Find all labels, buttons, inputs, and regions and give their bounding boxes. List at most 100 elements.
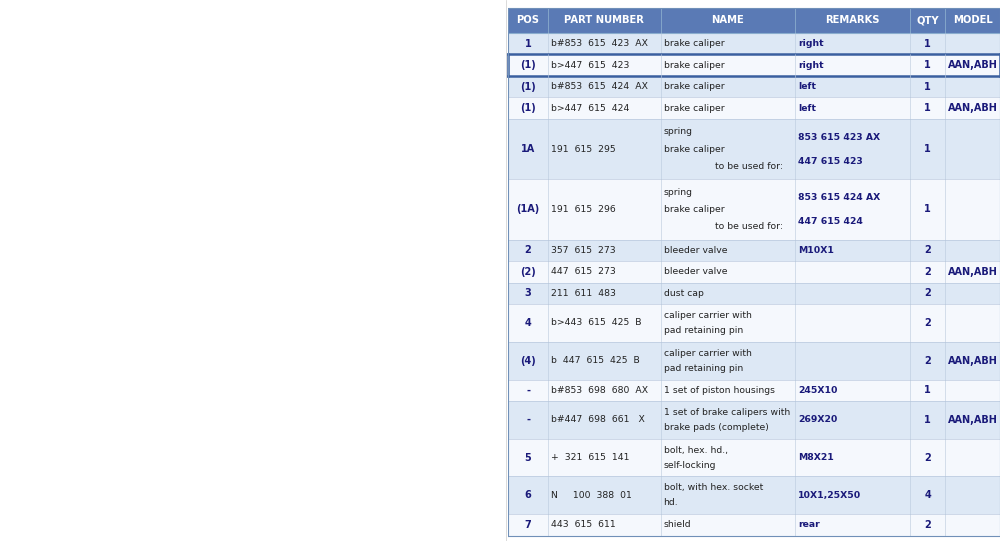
Text: to be used for:: to be used for: — [664, 162, 783, 171]
Bar — [508, 240, 1000, 261]
Text: bleeder valve: bleeder valve — [664, 246, 727, 255]
Text: (2): (2) — [520, 267, 536, 277]
Text: 191  615  296: 191 615 296 — [551, 205, 616, 214]
Text: 10X1,25X50: 10X1,25X50 — [798, 491, 861, 500]
Text: M10X1: M10X1 — [798, 246, 834, 255]
Text: 1A: 1A — [521, 144, 535, 154]
Bar — [508, 477, 1000, 514]
Text: pad retaining pin: pad retaining pin — [664, 326, 743, 335]
Text: b#447  698  661   X: b#447 698 661 X — [551, 415, 645, 424]
Text: 211  611  483: 211 611 483 — [551, 289, 616, 298]
Text: AAN,ABH: AAN,ABH — [948, 415, 997, 425]
Text: -: - — [526, 415, 530, 425]
Bar — [508, 8, 1000, 33]
Text: 443  615  611: 443 615 611 — [551, 520, 616, 529]
Text: 4: 4 — [924, 490, 931, 500]
Text: (1): (1) — [520, 82, 536, 91]
Text: 6: 6 — [525, 490, 531, 500]
Text: bolt, with hex. socket: bolt, with hex. socket — [664, 483, 763, 492]
Text: spring: spring — [664, 128, 693, 136]
Text: 2: 2 — [924, 267, 931, 277]
Text: N     100  388  01: N 100 388 01 — [551, 491, 632, 500]
Text: 1: 1 — [924, 82, 931, 91]
Text: b#853  615  423  AX: b#853 615 423 AX — [551, 39, 648, 48]
Bar — [508, 97, 1000, 119]
Text: left: left — [798, 82, 816, 91]
Text: brake pads (complete): brake pads (complete) — [664, 423, 768, 432]
Text: 1: 1 — [525, 38, 531, 49]
Text: 2: 2 — [924, 245, 931, 255]
Text: brake caliper: brake caliper — [664, 104, 724, 113]
Text: 1: 1 — [924, 144, 931, 154]
Text: 1: 1 — [924, 204, 931, 214]
Bar — [508, 179, 1000, 240]
Text: 2: 2 — [924, 520, 931, 530]
Text: 853 615 423 AX: 853 615 423 AX — [798, 133, 880, 142]
Text: POS: POS — [517, 16, 540, 25]
Bar — [508, 439, 1000, 477]
Text: PART NUMBER: PART NUMBER — [564, 16, 644, 25]
Text: right: right — [798, 61, 824, 70]
Text: -: - — [526, 385, 530, 395]
Text: +  321  615  141: + 321 615 141 — [551, 453, 630, 462]
Text: b>447  615  423: b>447 615 423 — [551, 61, 629, 70]
Text: bolt, hex. hd.,: bolt, hex. hd., — [664, 445, 728, 454]
Bar — [508, 119, 1000, 179]
Bar — [508, 76, 1000, 97]
Text: (1): (1) — [520, 103, 536, 113]
Text: b>443  615  425  B: b>443 615 425 B — [551, 319, 642, 327]
Text: 269X20: 269X20 — [798, 415, 838, 424]
Text: 447 615 423: 447 615 423 — [798, 157, 863, 166]
Text: to be used for:: to be used for: — [664, 222, 783, 231]
Bar — [508, 342, 1000, 379]
Bar — [508, 282, 1000, 304]
Text: brake caliper: brake caliper — [664, 39, 724, 48]
Text: 1: 1 — [924, 385, 931, 395]
Text: 2: 2 — [924, 318, 931, 328]
Bar — [508, 304, 1000, 342]
Text: caliper carrier with: caliper carrier with — [664, 311, 751, 320]
Text: 1 set of brake calipers with: 1 set of brake calipers with — [664, 408, 790, 417]
Text: right: right — [798, 39, 824, 48]
Bar — [508, 401, 1000, 439]
Bar — [508, 261, 1000, 282]
Text: MODEL: MODEL — [953, 16, 992, 25]
Text: dust cap: dust cap — [664, 289, 703, 298]
Text: 853 615 424 AX: 853 615 424 AX — [798, 193, 880, 202]
Bar — [508, 33, 1000, 55]
Text: 1: 1 — [924, 103, 931, 113]
Text: 5: 5 — [525, 452, 531, 463]
Text: brake caliper: brake caliper — [664, 205, 724, 214]
Text: 2: 2 — [924, 452, 931, 463]
Text: 1: 1 — [924, 38, 931, 49]
Text: (1A): (1A) — [516, 204, 540, 214]
Text: M8X21: M8X21 — [798, 453, 834, 462]
Text: 1: 1 — [924, 415, 931, 425]
Text: 1 set of piston housings: 1 set of piston housings — [664, 386, 775, 395]
Text: b#853  698  680  AX: b#853 698 680 AX — [551, 386, 648, 395]
Text: hd.: hd. — [664, 498, 678, 507]
Bar — [508, 55, 1000, 76]
Text: (1): (1) — [520, 60, 536, 70]
Text: bleeder valve: bleeder valve — [664, 267, 727, 276]
Text: REMARKS: REMARKS — [826, 16, 880, 25]
Text: 7: 7 — [525, 520, 531, 530]
Text: 447 615 424: 447 615 424 — [798, 217, 863, 226]
Text: b  447  615  425  B: b 447 615 425 B — [551, 356, 640, 365]
Text: AAN,ABH: AAN,ABH — [948, 355, 997, 366]
Text: AAN,ABH: AAN,ABH — [948, 267, 997, 277]
Text: shield: shield — [664, 520, 691, 529]
Text: rear: rear — [798, 520, 820, 529]
Text: (4): (4) — [520, 355, 536, 366]
Bar — [508, 379, 1000, 401]
Text: 1: 1 — [924, 60, 931, 70]
Text: QTY: QTY — [916, 16, 939, 25]
Text: 191  615  295: 191 615 295 — [551, 144, 616, 154]
Text: AAN,ABH: AAN,ABH — [948, 103, 997, 113]
Bar — [508, 514, 1000, 536]
Text: 4: 4 — [525, 318, 531, 328]
Text: left: left — [798, 104, 816, 113]
Text: 245X10: 245X10 — [798, 386, 838, 395]
Text: 3: 3 — [525, 288, 531, 299]
Text: b>447  615  424: b>447 615 424 — [551, 104, 629, 113]
